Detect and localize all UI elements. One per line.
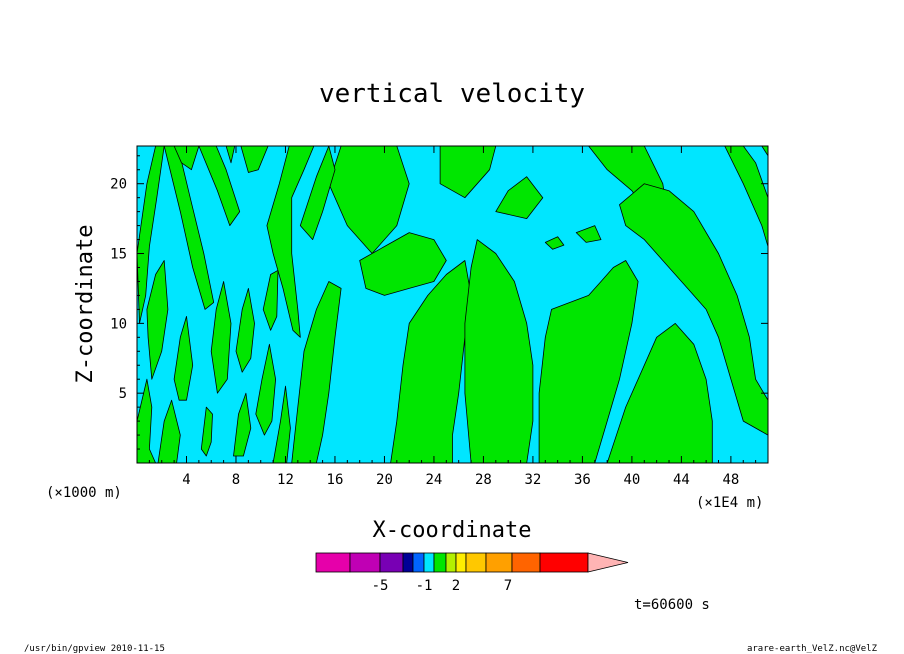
contour-region-positive	[272, 385, 291, 463]
colorbar-swatch	[315, 552, 351, 573]
contour-region-positive	[328, 146, 410, 254]
x-scale-note: (×1000 m)	[46, 485, 122, 501]
footer-right: arare-earth_VelZ.nc@VelZ	[747, 644, 878, 654]
x-tick-label: 24	[426, 472, 443, 488]
contour-region-positive	[291, 281, 342, 463]
x-tick-label: 48	[722, 472, 739, 488]
colorbar: -5 -1 2 7	[315, 552, 629, 594]
x-unit-note: (×1E4 m)	[696, 495, 763, 511]
x-tick-label: 32	[524, 472, 541, 488]
colorbar-tick-label: 7	[504, 578, 512, 594]
contour-region-positive	[173, 315, 194, 401]
contour-region-positive	[681, 146, 768, 247]
y-tick-label: 15	[110, 247, 127, 263]
contour-region-positive	[606, 322, 713, 463]
x-tick-label: 44	[673, 472, 690, 488]
x-tick-label: 20	[376, 472, 393, 488]
contour-region-positive	[240, 146, 269, 173]
colorbar-swatch	[485, 552, 513, 573]
contour-region-positive	[464, 239, 534, 463]
x-tick-label: 8	[232, 472, 240, 488]
contour-region-positive	[173, 146, 200, 171]
y-tick-label: 20	[110, 177, 127, 193]
y-axis-label: Z-coordinate	[73, 225, 98, 384]
footer-left: /usr/bin/gpview 2010-11-15	[24, 644, 165, 654]
colorbar-swatch	[402, 552, 414, 573]
x-tick-label: 4	[182, 472, 190, 488]
colorbar-swatch	[412, 552, 425, 573]
x-tick-label: 40	[623, 472, 640, 488]
contour-region-positive	[235, 287, 255, 373]
contour-region-positive	[200, 406, 213, 457]
contour-region-positive	[233, 392, 252, 457]
colorbar-tick-label: -1	[416, 578, 433, 594]
time-label: t=60600 s	[634, 597, 710, 613]
contour-region-positive	[544, 236, 565, 250]
plot-frame	[136, 145, 769, 464]
colorbar-swatch	[379, 552, 404, 573]
colorbar-swatch	[445, 552, 457, 573]
colorbar-tick-label: -5	[372, 578, 389, 594]
contour-region-positive	[495, 176, 544, 220]
contour-region-positive	[575, 225, 602, 243]
y-tick-label: 5	[119, 386, 127, 402]
contour-region-positive	[157, 399, 181, 463]
colorbar-swatch	[511, 552, 541, 573]
colorbar-tick-label: 2	[452, 578, 460, 594]
colorbar-swatch	[465, 552, 487, 573]
colorbar-swatch	[423, 552, 435, 573]
x-tick-label: 16	[327, 472, 344, 488]
contour-region-positive	[137, 378, 157, 463]
contour-region-positive	[225, 146, 236, 164]
contour-region-positive	[210, 281, 232, 394]
colorbar-swatch	[433, 552, 447, 573]
x-axis-ticks: 4 8 12 16 20 24 28 32 36 40 44 48	[148, 146, 757, 488]
chart-title: vertical velocity	[319, 79, 585, 109]
colorbar-swatch	[455, 552, 467, 573]
y-tick-label: 10	[110, 316, 127, 332]
contour-region-positive	[439, 146, 497, 199]
contour-region-positive	[390, 260, 472, 463]
contour-region-positive	[359, 232, 447, 296]
contour-region-positive	[619, 183, 768, 436]
contour-region-positive	[262, 269, 279, 331]
contour-region-positive	[538, 260, 639, 463]
y-axis-ticks: 5 10 15 20	[110, 155, 768, 450]
colorbar-swatch	[349, 552, 381, 573]
contour-region-positive	[198, 146, 241, 227]
contour-region-positive	[266, 146, 315, 338]
colorbar-swatch	[539, 552, 589, 573]
x-tick-label: 12	[277, 472, 294, 488]
contour-regions	[137, 146, 768, 463]
contour-region-positive	[137, 146, 165, 324]
contour-region-positive	[299, 146, 336, 241]
x-tick-label: 36	[574, 472, 591, 488]
colorbar-extension	[587, 552, 629, 573]
x-tick-label: 28	[475, 472, 492, 488]
contour-region-positive	[255, 343, 277, 436]
contour-region-positive	[146, 260, 169, 380]
x-axis-label: X-coordinate	[373, 518, 532, 543]
